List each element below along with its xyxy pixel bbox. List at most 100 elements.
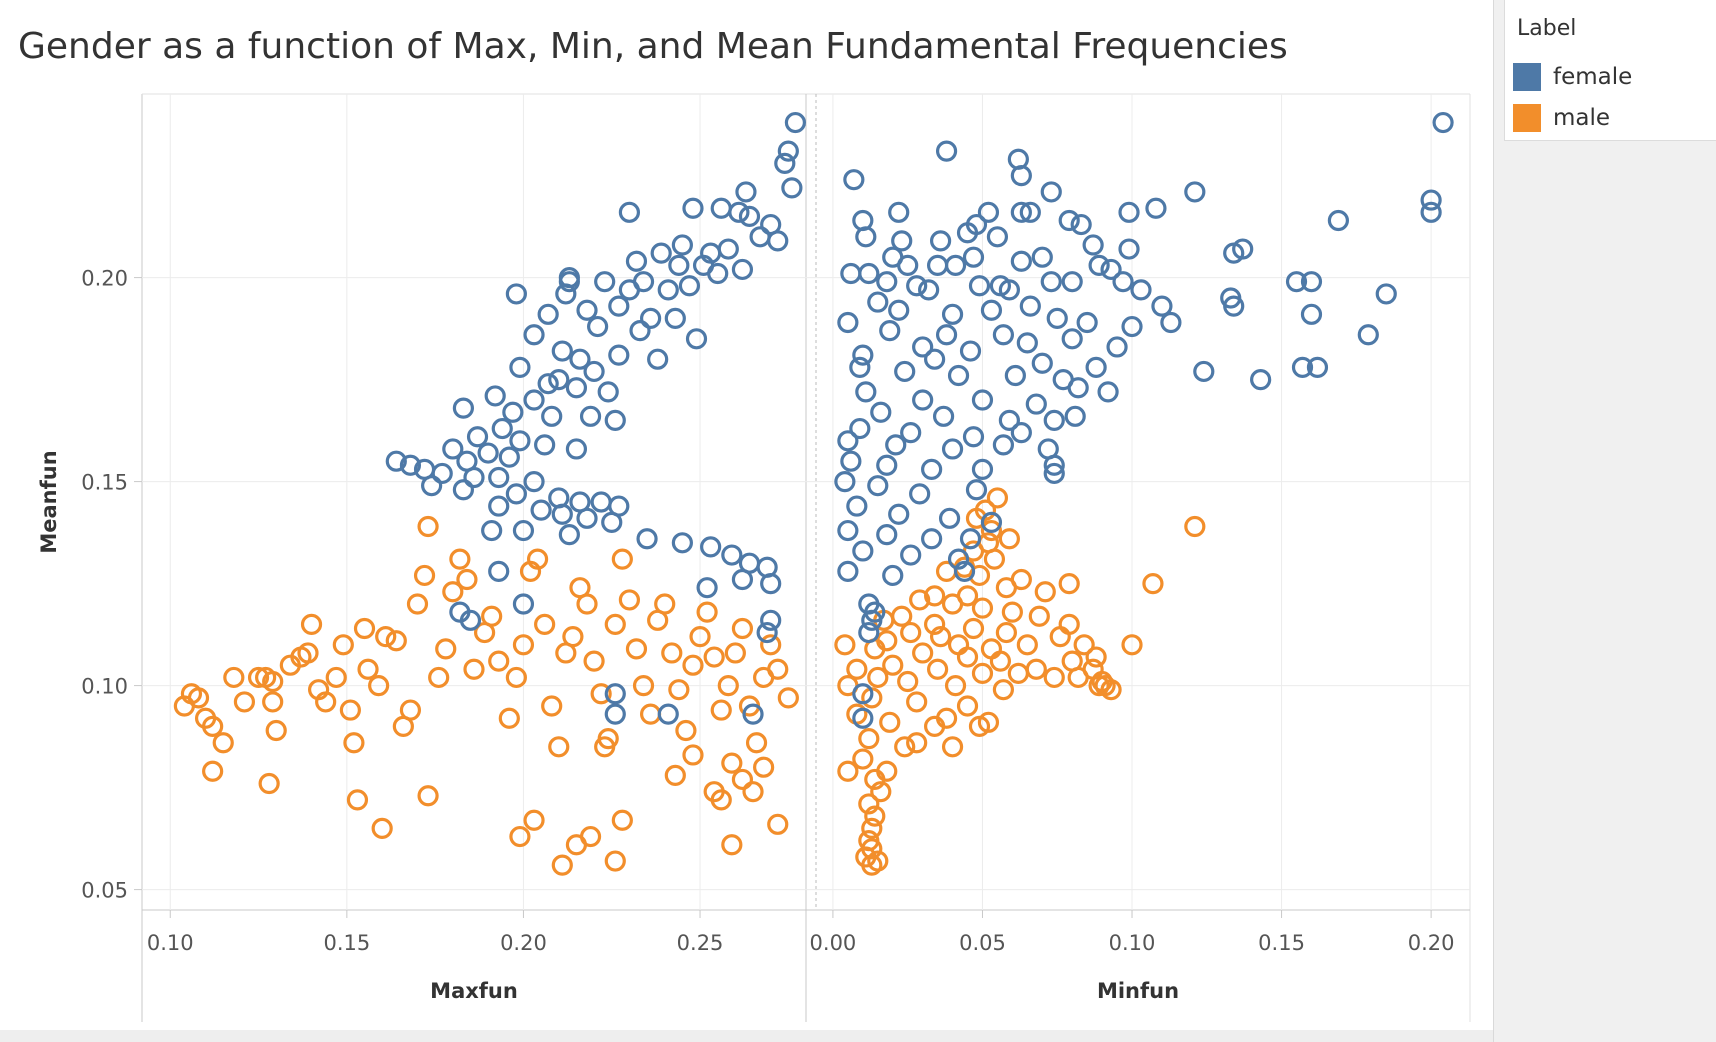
minfun-x-tick-label: 0.10 bbox=[1109, 931, 1156, 955]
maxfun-point-female bbox=[604, 703, 626, 725]
maxfun-point-male bbox=[604, 850, 626, 872]
minfun-point-female bbox=[1130, 279, 1152, 301]
minfun-point-female bbox=[1070, 213, 1092, 236]
maxfun-point-female bbox=[583, 360, 605, 383]
legend-item-female[interactable]: female bbox=[1513, 62, 1632, 92]
legend-item-male[interactable]: male bbox=[1513, 103, 1610, 133]
minfun-point-male bbox=[1085, 646, 1107, 668]
maxfun-point-male bbox=[724, 642, 746, 664]
maxfun-point-male bbox=[498, 707, 520, 729]
maxfun-point-male bbox=[618, 589, 641, 611]
minfun-point-female bbox=[894, 360, 916, 383]
minfun-point-female bbox=[1106, 336, 1128, 358]
minfun-x-axis-label: Minfun bbox=[1097, 979, 1179, 1003]
minfun-point-female bbox=[1088, 254, 1110, 276]
maxfun-point-female bbox=[551, 340, 573, 362]
maxfun-point-male bbox=[583, 650, 605, 672]
side-panel bbox=[1493, 0, 1716, 1042]
minfun-point-female bbox=[941, 438, 964, 460]
minfun-point-female bbox=[1100, 258, 1122, 281]
minfun-point-female bbox=[968, 275, 991, 297]
y-tick-label: 0.05 bbox=[81, 879, 128, 903]
chart-title: Gender as a function of Max, Min, and Me… bbox=[18, 26, 1288, 67]
legend-label-female: female bbox=[1553, 64, 1633, 90]
minfun-point-female bbox=[840, 262, 862, 285]
maxfun-point-female bbox=[421, 475, 443, 497]
maxfun-point-female bbox=[565, 377, 588, 399]
maxfun-point-female bbox=[431, 462, 453, 485]
legend-label-male: male bbox=[1553, 105, 1611, 131]
maxfun-point-male bbox=[417, 785, 439, 807]
minfun-point-male bbox=[846, 658, 868, 680]
minfun-point-female bbox=[1184, 181, 1206, 203]
minfun-point-female bbox=[1010, 250, 1032, 272]
maxfun-point-male bbox=[721, 752, 743, 774]
minfun-point-male bbox=[1121, 634, 1143, 656]
maxfun-point-male bbox=[541, 695, 563, 717]
maxfun-point-female bbox=[608, 344, 630, 366]
maxfun-point-female bbox=[597, 381, 619, 403]
legend-swatch-female bbox=[1513, 63, 1541, 91]
minfun-point-female bbox=[900, 544, 922, 566]
maxfun-point-male bbox=[202, 715, 224, 738]
maxfun-point-female bbox=[399, 454, 422, 476]
minfun-point-female bbox=[1291, 356, 1314, 378]
maxfun-point-male bbox=[760, 634, 782, 656]
maxfun-point-male bbox=[717, 674, 739, 697]
minfun-point-female bbox=[986, 226, 1009, 248]
maxfun-point-female bbox=[618, 201, 641, 223]
maxfun-point-male bbox=[675, 719, 697, 742]
minfun-point-female bbox=[1375, 283, 1397, 305]
maxfun-point-male bbox=[526, 548, 549, 570]
minfun-point-female bbox=[849, 417, 871, 440]
maxfun-point-male bbox=[590, 683, 612, 705]
maxfun-point-male bbox=[481, 605, 503, 627]
maxfun-point-male bbox=[682, 744, 704, 766]
minfun-point-male bbox=[879, 711, 901, 733]
minfun-point-female bbox=[1031, 352, 1053, 374]
minfun-point-female bbox=[1025, 393, 1047, 415]
minfun-point-female bbox=[870, 401, 892, 423]
minfun-point-female bbox=[1046, 307, 1068, 329]
maxfun-point-male bbox=[346, 789, 369, 811]
minfun-point-female bbox=[947, 548, 970, 570]
minfun-point-female bbox=[1085, 356, 1107, 378]
maxfun-point-male bbox=[731, 768, 754, 791]
minfun-point-male bbox=[858, 728, 880, 750]
maxfun-point-male bbox=[696, 601, 718, 623]
maxfun-point-male bbox=[262, 691, 284, 713]
maxfun-point-female bbox=[742, 703, 764, 725]
maxfun-point-male bbox=[731, 617, 754, 640]
minfun-point-male bbox=[941, 736, 964, 758]
maxfun-x-tick-label: 0.20 bbox=[500, 931, 547, 955]
maxfun-point-female bbox=[537, 373, 559, 395]
maxfun-point-female bbox=[774, 152, 796, 174]
maxfun-point-female bbox=[498, 446, 520, 468]
minfun-point-female bbox=[852, 540, 874, 562]
maxfun-point-female bbox=[565, 438, 588, 460]
maxfun-point-female bbox=[548, 369, 570, 391]
minfun-point-female bbox=[888, 503, 910, 525]
minfun-point-female bbox=[998, 279, 1020, 301]
minfun-point-female bbox=[971, 458, 994, 480]
maxfun-point-female bbox=[569, 348, 591, 370]
maxfun-point-female bbox=[731, 258, 754, 281]
maxfun-point-male bbox=[523, 809, 545, 831]
maxfun-point-female bbox=[512, 593, 535, 615]
minfun-point-female bbox=[959, 340, 982, 362]
maxfun-point-male bbox=[742, 781, 764, 803]
maxfun-point-female bbox=[728, 201, 750, 223]
maxfun-point-female bbox=[707, 262, 729, 285]
minfun-point-female bbox=[837, 519, 859, 542]
maxfun-point-female bbox=[477, 442, 499, 464]
minfun-point-male bbox=[900, 621, 922, 644]
minfun-point-female bbox=[980, 511, 1003, 534]
minfun-point-male bbox=[1058, 572, 1080, 595]
minfun-point-female bbox=[1420, 189, 1442, 211]
minfun-point-male bbox=[929, 626, 952, 648]
minfun-point-female bbox=[1151, 295, 1173, 317]
maxfun-point-female bbox=[459, 609, 482, 631]
maxfun-point-male bbox=[449, 548, 471, 570]
maxfun-point-female bbox=[579, 405, 602, 427]
maxfun-point-female bbox=[558, 524, 580, 546]
